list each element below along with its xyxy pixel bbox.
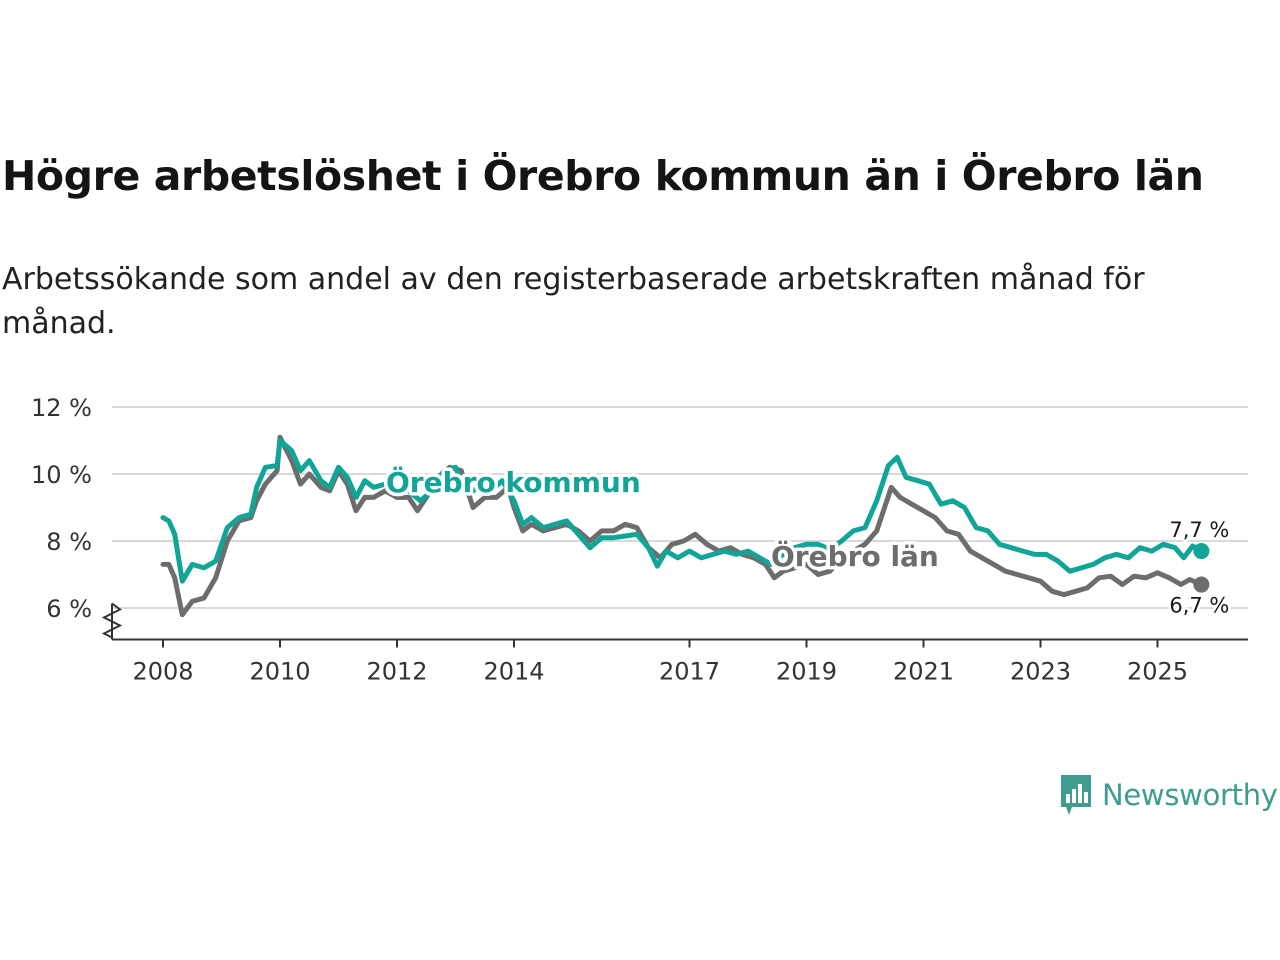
series-end-label: 6,7 % <box>1169 594 1229 618</box>
axis-break-icon <box>101 602 123 639</box>
newsworthy-logo-icon <box>1061 775 1091 815</box>
page-subtitle: Arbetssökande som andel av den registerb… <box>2 262 1145 341</box>
series-lines <box>160 434 1210 618</box>
y-tick-label: 10 % <box>31 461 92 489</box>
x-tick-label: 2025 <box>1127 658 1188 686</box>
x-tick-label: 2023 <box>1010 658 1071 686</box>
page-title: Högre arbetslöshet i Örebro kommun än i … <box>2 152 1204 200</box>
series-label: Örebro län <box>771 539 939 573</box>
x-tick-label: 2014 <box>483 658 544 686</box>
x-axis <box>101 602 1248 641</box>
x-axis-ticks: 2008 2010 2012 2014 2017 2019 2021 2023 2025 <box>132 639 1188 686</box>
y-tick-label: 6 % <box>46 595 92 623</box>
series-end-point <box>1193 543 1210 560</box>
x-tick-label: 2017 <box>659 658 720 686</box>
x-tick-label: 2008 <box>132 658 193 686</box>
series-line-kommun <box>160 438 1204 584</box>
series-line-lan <box>160 434 1204 618</box>
x-tick-label: 2010 <box>249 658 310 686</box>
x-tick-label: 2012 <box>366 658 427 686</box>
series-end-label: 7,7 % <box>1169 518 1229 542</box>
series-labels: Örebro kommun 7,7 % Örebro län 6,7 % <box>383 462 1232 621</box>
brand-logo: Newsworthy <box>1058 772 1278 818</box>
series-end-point <box>1193 576 1210 593</box>
series-label: Örebro kommun <box>386 465 641 499</box>
y-tick-label: 12 % <box>31 394 92 422</box>
y-axis-ticks: 6 % 8 % 10 % 12 % <box>31 394 92 623</box>
x-tick-label: 2021 <box>893 658 954 686</box>
brand-name: Newsworthy <box>1102 778 1278 812</box>
x-tick-label: 2019 <box>776 658 837 686</box>
gridlines <box>112 406 1248 609</box>
y-tick-label: 8 % <box>46 528 92 556</box>
line-chart: 6 %8 %10 %12 % 2008 2010 2012 2014 2017 2019 2… <box>31 394 1248 686</box>
